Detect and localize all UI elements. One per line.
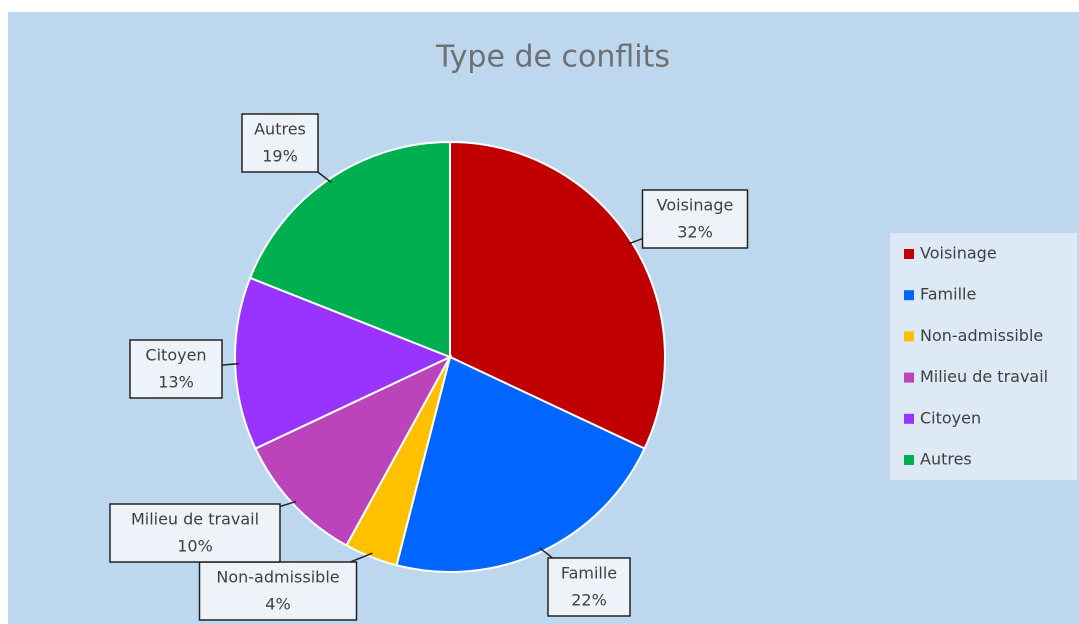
data-label-value: 4% — [265, 595, 290, 614]
pie-slice — [248, 140, 451, 359]
data-label-name: Autres — [254, 120, 306, 139]
data-label-box — [547, 557, 631, 617]
legend-swatch — [904, 331, 914, 342]
legend-label: Non-admissible — [920, 326, 1043, 345]
data-label-name: Voisinage — [657, 196, 734, 215]
legend-swatch — [904, 290, 914, 301]
data-label-value: 19% — [262, 147, 298, 166]
pie-slice — [449, 140, 666, 450]
legend-box — [890, 233, 1077, 480]
data-label-box — [129, 339, 223, 399]
legend-swatch — [904, 455, 914, 465]
data-label-value: 32% — [677, 223, 713, 242]
data-label-box — [241, 113, 319, 173]
data-label-box — [109, 503, 281, 563]
legend-label: Milieu de travail — [920, 367, 1048, 386]
legend-swatch — [904, 372, 914, 383]
data-label-box — [641, 189, 749, 249]
data-label-name: Milieu de travail — [131, 510, 259, 529]
data-label-value: 10% — [177, 537, 213, 556]
data-label-box — [198, 561, 358, 621]
data-label-name: Non-admissible — [216, 568, 339, 587]
pie-slice — [395, 355, 646, 573]
legend-label: Citoyen — [920, 408, 981, 427]
legend-label: Autres — [920, 450, 972, 469]
legend-swatch — [904, 413, 914, 424]
legend-label: Famille — [920, 285, 976, 304]
data-label-name: Citoyen — [145, 346, 206, 365]
data-label-value: 13% — [158, 373, 194, 392]
chart-title: Type de conflits — [435, 40, 670, 75]
legend-label: Voisinage — [920, 244, 997, 263]
data-label-name: Famille — [561, 564, 617, 583]
legend-swatch — [904, 249, 914, 259]
data-label-value: 22% — [571, 591, 607, 610]
pie-slice — [254, 354, 453, 547]
